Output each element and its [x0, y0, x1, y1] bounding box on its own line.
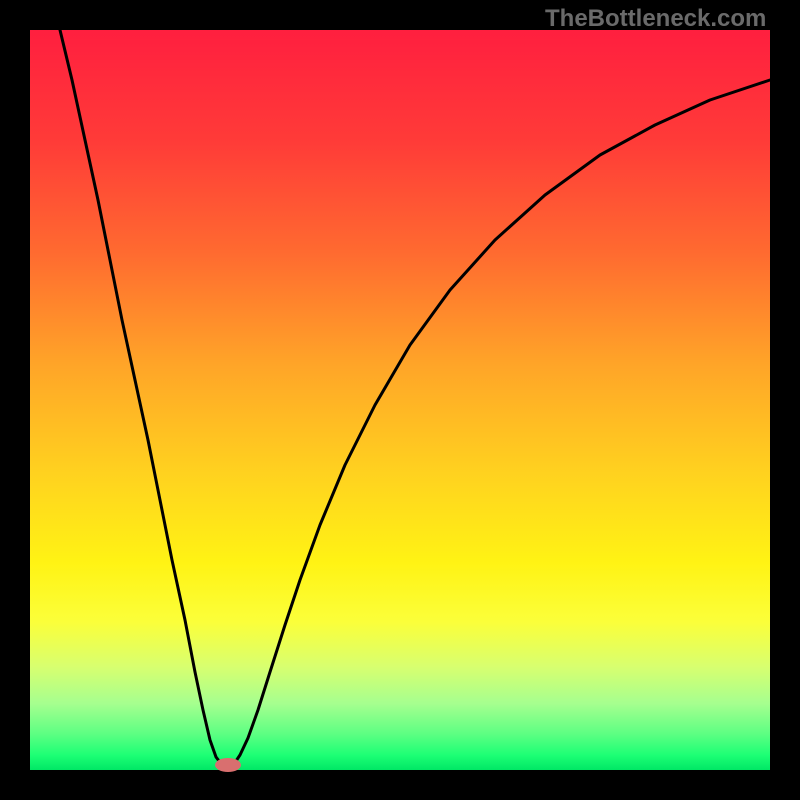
watermark-text: TheBottleneck.com — [545, 5, 766, 33]
optimal-point-marker — [215, 758, 241, 772]
plot-background — [30, 30, 770, 770]
chart-container: TheBottleneck.com — [0, 0, 800, 800]
chart-svg — [0, 0, 800, 800]
